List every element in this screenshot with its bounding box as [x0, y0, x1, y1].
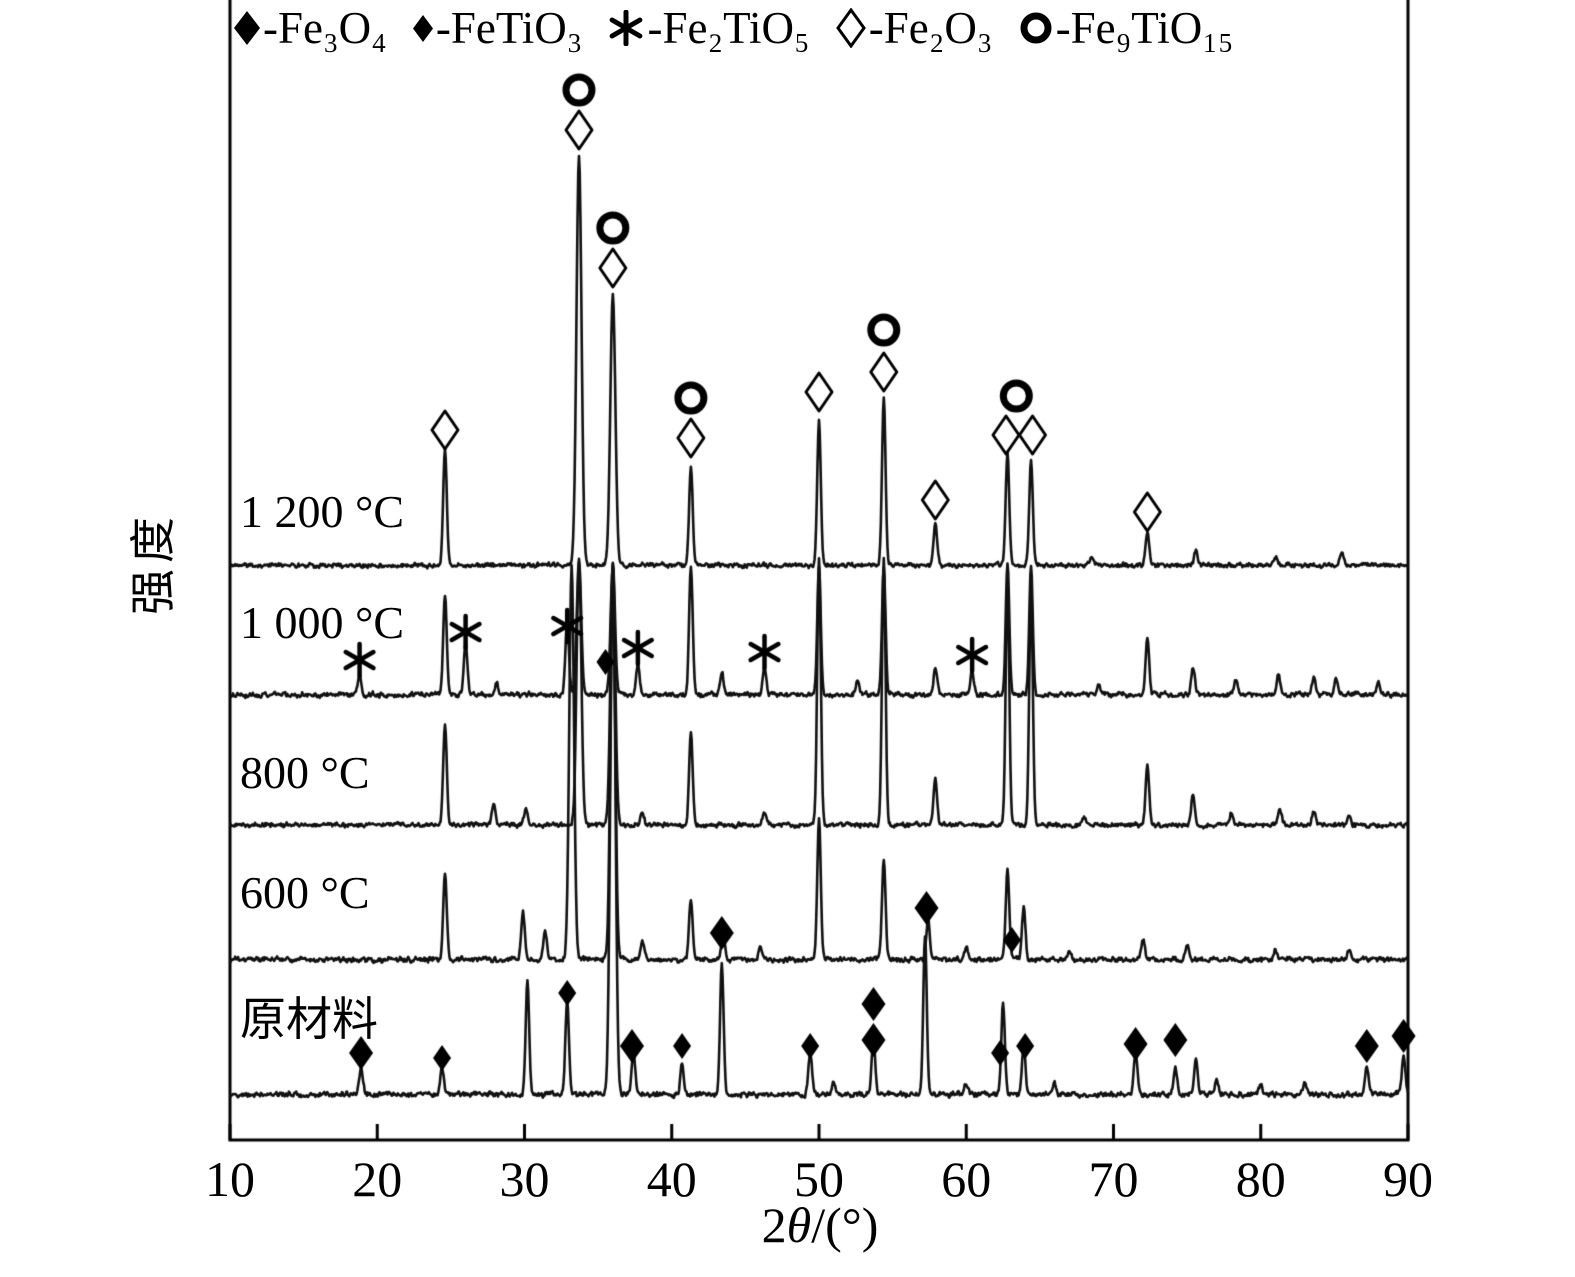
- legend-item-label: -Fe₃O₄: [263, 3, 387, 53]
- legend-item-fetio3: -FeTiO₃: [412, 2, 583, 54]
- x-tick-label: 60: [941, 1151, 992, 1207]
- filled-diamond-small-icon: [412, 14, 433, 42]
- series-label: 原材料: [240, 994, 378, 1045]
- x-axis-label-pre: 2: [761, 1197, 787, 1253]
- legend-item-label: -Fe₉TiO₁₅: [1055, 3, 1234, 53]
- series-label: 600 °C: [240, 867, 370, 918]
- x-tick-label: 20: [352, 1151, 403, 1207]
- y-axis-label: 强度: [128, 511, 179, 615]
- legend-item-fe2o3: -Fe₂O₃: [835, 2, 993, 54]
- legend: -Fe₃O₄ -FeTiO₃ -Fe₂TiO₅ -Fe₂O₃ -Fe₉TiO₁₅: [234, 2, 1234, 54]
- x-tick-label: 70: [1088, 1151, 1139, 1207]
- series-label: 1 200 °C: [240, 486, 405, 537]
- x-axis-label: 2θ/(°): [232, 1196, 1408, 1254]
- legend-item-label: -Fe₂TiO₅: [647, 3, 810, 53]
- x-tick-label: 80: [1235, 1151, 1286, 1207]
- x-tick-label: 30: [499, 1151, 550, 1207]
- legend-item-fe3o4: -Fe₃O₄: [234, 2, 387, 54]
- x-axis-label-theta: θ: [786, 1197, 812, 1253]
- x-tick-label: 90: [1383, 1151, 1433, 1207]
- legend-item-label: -FeTiO₃: [435, 3, 583, 53]
- legend-item-label: -Fe₂O₃: [868, 3, 993, 53]
- series-label: 1 000 °C: [240, 597, 405, 648]
- asterisk-icon: [610, 10, 643, 46]
- open-diamond-icon: [835, 8, 866, 48]
- x-axis-label-post: /(°): [811, 1197, 879, 1253]
- legend-item-fe9tio15: -Fe₉TiO₁₅: [1019, 2, 1234, 54]
- open-circle-icon: [1020, 12, 1052, 44]
- x-tick-label: 50: [794, 1151, 844, 1207]
- filled-diamond-large-icon: [234, 11, 260, 45]
- x-tick-label: 10: [205, 1151, 255, 1207]
- series-label: 800 °C: [240, 747, 370, 798]
- x-tick-label: 40: [646, 1151, 697, 1207]
- legend-item-fe2tio5: -Fe₂TiO₅: [608, 2, 810, 54]
